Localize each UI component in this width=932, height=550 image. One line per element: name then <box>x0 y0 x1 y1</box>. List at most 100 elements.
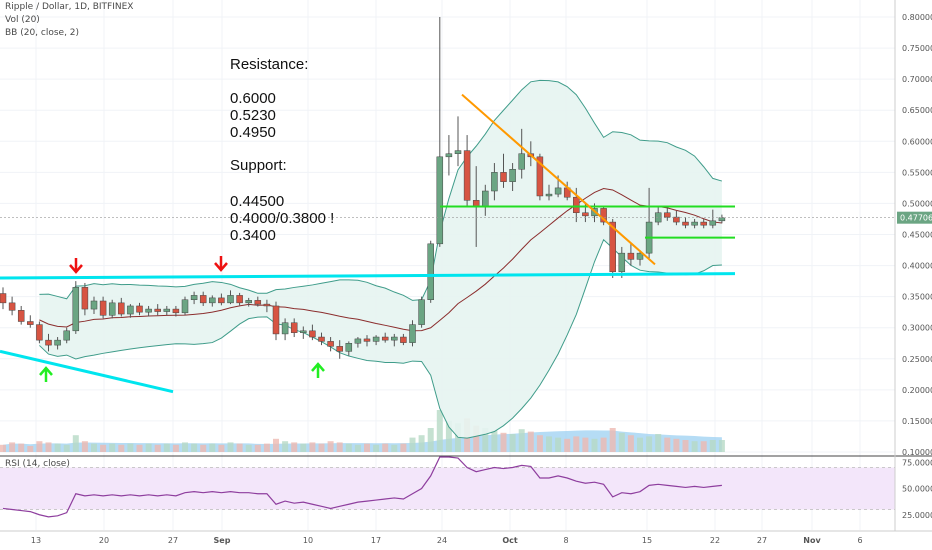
candle-body <box>336 346 343 352</box>
bollinger-lower <box>39 238 722 439</box>
candle-body <box>582 212 589 217</box>
volume-bar <box>482 428 489 452</box>
volume-bar <box>409 437 416 452</box>
arrow-down-icon <box>69 258 83 274</box>
candle-body <box>27 321 34 325</box>
volume-bar <box>27 446 34 452</box>
volume-bar <box>191 443 198 452</box>
candle <box>700 218 707 229</box>
candle <box>36 321 43 344</box>
volume-bar <box>582 437 589 452</box>
legend-bollinger[interactable]: BB (20, close, 2) <box>5 28 80 38</box>
candle-body <box>391 336 398 341</box>
volume-bar <box>354 444 361 452</box>
candle <box>254 296 262 307</box>
legend-rsi[interactable]: RSI (14, close) <box>5 459 70 469</box>
volume-bar <box>500 432 507 452</box>
candle-body <box>272 305 280 335</box>
volume-bar <box>637 437 643 452</box>
volume-bar <box>436 410 443 452</box>
candle-body <box>327 341 334 347</box>
y-tick-label: 0.60000 <box>902 137 932 146</box>
legend-volume[interactable]: Vol (20) <box>5 15 40 25</box>
candle-body <box>281 322 289 335</box>
x-tick-label: Oct <box>502 536 518 545</box>
volume-bar <box>291 442 298 452</box>
volume-bar <box>218 444 225 452</box>
candle-body <box>190 295 198 300</box>
candle-body <box>163 308 171 312</box>
bollinger-upper <box>39 79 723 301</box>
candle <box>673 210 680 226</box>
candle <box>199 291 207 306</box>
volume-bar <box>336 442 343 452</box>
candle <box>682 217 689 229</box>
volume-bar <box>136 444 143 452</box>
candle-body <box>209 297 216 304</box>
candle-body <box>172 308 180 314</box>
candle-body <box>618 252 626 273</box>
candle <box>609 218 616 278</box>
candle-body <box>400 336 407 343</box>
candle <box>400 333 407 346</box>
volume-bar <box>555 437 562 452</box>
y-tick-label: 0.10000 <box>902 448 932 457</box>
x-tick-label: 13 <box>31 536 41 545</box>
rsi-tick-label: 50.0000 <box>902 485 932 494</box>
candle <box>181 296 189 316</box>
candle-body <box>691 221 698 226</box>
volume-bar <box>509 434 516 452</box>
volume-bar <box>618 432 625 452</box>
candle <box>127 304 134 318</box>
candle-body <box>290 322 298 333</box>
candle <box>90 296 98 315</box>
candle-body <box>536 156 544 197</box>
candle-body <box>108 302 116 316</box>
x-tick-label: 17 <box>371 536 381 545</box>
volume-bar <box>473 425 480 452</box>
volume-bar <box>18 443 25 452</box>
x-tick-label: 22 <box>710 536 720 545</box>
candle-body <box>554 187 562 195</box>
annotation-resistance-1: 0.6000 <box>230 90 276 107</box>
volume-bar <box>445 420 452 452</box>
candle <box>327 337 334 352</box>
annotation-support-3: 0.3400 <box>230 227 276 244</box>
candle-body <box>345 343 353 352</box>
downtrend-line-orange <box>461 93 656 266</box>
candle <box>0 287 7 310</box>
candle-body <box>154 308 161 312</box>
candle-body <box>445 153 453 158</box>
annotation-support-heading: Support: <box>230 157 287 174</box>
candle-body <box>427 243 434 300</box>
y-tick-label: 0.20000 <box>902 386 932 395</box>
trend-drawings <box>0 93 895 394</box>
candle-body <box>500 172 507 182</box>
candle <box>691 218 698 229</box>
volume-bar <box>646 436 653 452</box>
x-tick-label: 8 <box>563 536 568 545</box>
candle <box>709 209 717 229</box>
candle <box>345 341 353 356</box>
candle-body <box>664 212 671 218</box>
volume-bar <box>100 444 107 452</box>
volume-bar <box>318 443 325 452</box>
candle <box>573 187 580 223</box>
candle-body <box>45 339 52 346</box>
candle <box>418 296 425 328</box>
candle-body <box>99 300 107 316</box>
volume-bar <box>200 444 207 452</box>
volume-bar <box>282 441 289 452</box>
volume-bar <box>145 443 152 452</box>
candle-body <box>372 336 380 342</box>
volume-bar <box>72 435 79 452</box>
volume-bar <box>109 443 116 452</box>
volume-bar <box>691 441 698 452</box>
chart-title: Ripple / Dollar, 1D, BITFINEX <box>5 2 134 12</box>
last-price-tag <box>897 211 932 224</box>
y-tick-label: 0.65000 <box>902 106 932 115</box>
annotation-support-1: 0.44500 <box>230 193 285 210</box>
candle-body <box>254 300 262 305</box>
volume-bar <box>254 444 261 452</box>
